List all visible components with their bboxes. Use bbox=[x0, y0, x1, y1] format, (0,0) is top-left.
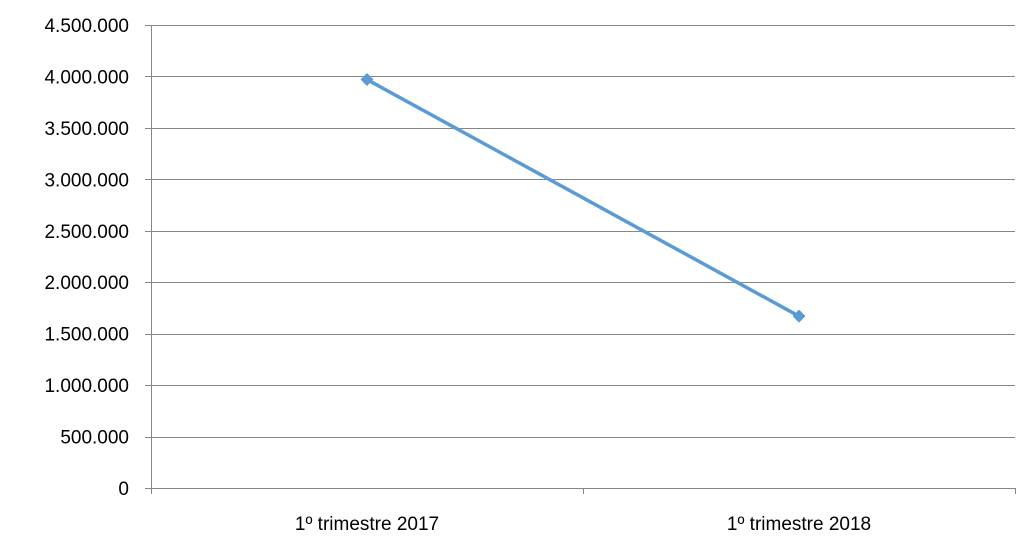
y-axis-tick-labels: 0 500.000 1.000.000 1.500.000 2.000.000 2.500… bbox=[44, 16, 129, 500]
gridlines bbox=[151, 25, 1015, 438]
y-tick-label: 3.500.000 bbox=[44, 119, 129, 140]
data-point-marker bbox=[792, 309, 806, 323]
x-tick-label: 1º trimestre 2018 bbox=[727, 514, 871, 533]
y-tick-label: 2.500.000 bbox=[44, 222, 129, 243]
series-line bbox=[365, 77, 801, 318]
y-tick-label: 1.500.000 bbox=[44, 325, 129, 346]
x-tick-label: 1º trimestre 2017 bbox=[295, 514, 439, 533]
y-tick-label: 0 bbox=[118, 479, 129, 500]
series-layer bbox=[360, 73, 806, 323]
data-point-marker bbox=[360, 73, 374, 87]
x-axis-tick-labels: 1º trimestre 2017 1º trimestre 2018 bbox=[295, 514, 871, 535]
y-tick-label: 500.000 bbox=[60, 428, 129, 449]
y-tick-label: 1.000.000 bbox=[44, 376, 129, 397]
y-tick-label: 4.000.000 bbox=[44, 67, 129, 88]
y-tick-label: 4.500.000 bbox=[44, 16, 129, 37]
y-tick-label: 3.000.000 bbox=[44, 170, 129, 191]
y-tick-label: 2.000.000 bbox=[44, 273, 129, 294]
axes bbox=[145, 25, 1016, 494]
